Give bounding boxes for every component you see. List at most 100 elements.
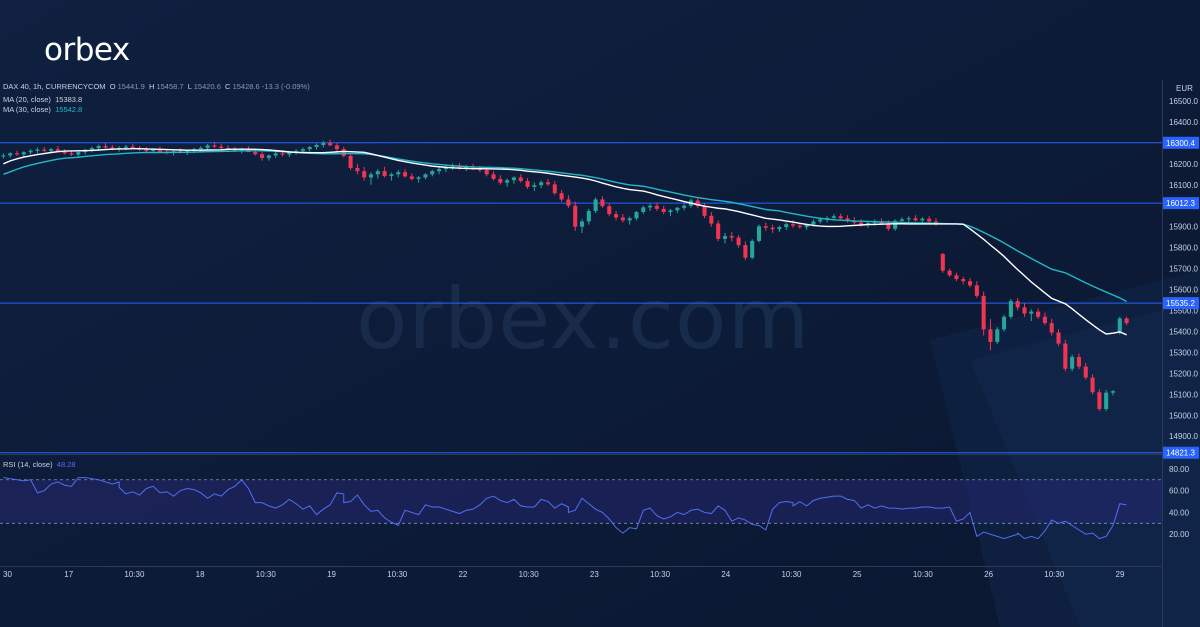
candle-body <box>314 144 319 148</box>
candle-body <box>702 206 707 216</box>
change-value: -13.3 (-0.09%) <box>261 82 310 91</box>
time-tick-label: 26 <box>984 570 993 579</box>
candle-body <box>552 184 557 194</box>
candle-body <box>198 147 203 150</box>
candle-body <box>300 149 305 151</box>
candle-body <box>627 218 632 221</box>
price-tick-label: 15700.0 <box>1169 265 1198 274</box>
time-tick-label: 25 <box>853 570 862 579</box>
symbol-legend: DAX 40, 1h, CURRENCYCOM O 15441.9 H 1545… <box>3 82 310 91</box>
level-tag <box>1163 197 1199 210</box>
candle-body <box>416 177 421 179</box>
candle-body <box>355 168 360 172</box>
price-tick-label: 16100.0 <box>1169 181 1198 190</box>
candle-body <box>654 205 659 209</box>
candle-body <box>21 152 26 155</box>
candle-body <box>763 226 768 228</box>
high-label: H <box>148 82 155 91</box>
candle-body <box>430 171 435 175</box>
price-tick-label: 16500.0 <box>1169 97 1198 106</box>
candle-body <box>62 151 67 154</box>
price-tick-label: 16400.0 <box>1169 118 1198 127</box>
candle-body <box>1076 357 1081 367</box>
candle-body <box>491 174 496 179</box>
candle-body <box>593 199 598 211</box>
time-tick-label: 29 <box>1116 570 1125 579</box>
candle-body <box>920 218 925 221</box>
candle-body <box>893 220 898 229</box>
candle-body <box>661 208 666 213</box>
candle-body <box>1097 392 1102 409</box>
candle-body <box>797 225 802 228</box>
rsi-tick-label: 20.00 <box>1169 530 1190 539</box>
candle-body <box>539 182 544 186</box>
candle-body <box>375 171 380 175</box>
candle-body <box>899 219 904 221</box>
price-tick-label: 15900.0 <box>1169 223 1198 232</box>
candle-body <box>341 149 346 156</box>
candle-body <box>69 153 74 155</box>
level-tag <box>1163 446 1199 459</box>
candle-body <box>586 210 591 222</box>
candle-body <box>1083 366 1088 378</box>
candle-body <box>607 206 612 215</box>
time-tick-label: 10:30 <box>387 570 408 579</box>
candle-body <box>28 150 33 153</box>
candle-body <box>525 181 530 187</box>
price-tick-label: 15800.0 <box>1169 244 1198 253</box>
candle-body <box>648 205 653 208</box>
candle-body <box>280 153 285 155</box>
close-label: C <box>225 82 231 91</box>
candle-body <box>1110 391 1116 393</box>
rsi-value: 48.28 <box>56 460 76 469</box>
time-tick-label: 23 <box>590 570 599 579</box>
price-tick-label: 15000.0 <box>1169 411 1198 420</box>
candle-body <box>743 245 748 258</box>
candle-body <box>981 295 986 330</box>
candle-body <box>784 224 789 228</box>
time-tick-label: 24 <box>721 570 730 579</box>
candle-body <box>811 221 816 225</box>
candle-body <box>151 149 156 151</box>
time-tick-label: 10:30 <box>124 570 145 579</box>
candle-body <box>518 177 523 182</box>
time-tick-label: 10:30 <box>650 570 671 579</box>
candle-body <box>967 281 973 286</box>
ma30-label: MA (30, close) <box>3 105 51 114</box>
candle-body <box>620 217 625 221</box>
candle-body <box>933 221 939 223</box>
price-tick-label: 15500.0 <box>1169 307 1198 316</box>
ma20-line <box>3 148 1127 336</box>
candle-body <box>566 199 571 206</box>
candle-body <box>423 174 428 178</box>
candle-body <box>450 165 455 167</box>
candle-body <box>634 212 639 219</box>
candle-body <box>402 172 408 177</box>
time-tick-label: 10:30 <box>256 570 277 579</box>
candle-body <box>838 216 843 219</box>
rsi-tick-label: 80.00 <box>1169 465 1190 474</box>
candle-body <box>307 147 312 150</box>
candle-body <box>750 240 755 258</box>
level-tag-label: 15535.2 <box>1166 299 1195 308</box>
candle-body <box>831 216 836 218</box>
level-tag <box>1163 136 1199 149</box>
candle-body <box>961 279 966 282</box>
candle-body <box>777 227 782 230</box>
candle-body <box>1029 311 1034 314</box>
candle-body <box>219 146 224 149</box>
candle-body <box>682 205 687 208</box>
candle-body <box>273 153 278 156</box>
candle-body <box>123 146 128 148</box>
candle-body <box>266 155 271 158</box>
time-tick-label: 17 <box>64 570 73 579</box>
candle-body <box>205 145 210 148</box>
candle-body <box>791 224 796 226</box>
level-tag-label: 16300.4 <box>1166 139 1195 148</box>
candle-body <box>35 149 40 151</box>
candle-body <box>334 145 339 150</box>
rsi-line <box>3 477 1127 540</box>
time-tick-label: 18 <box>196 570 205 579</box>
rsi-legend: RSI (14, close) 48.28 <box>3 460 76 469</box>
